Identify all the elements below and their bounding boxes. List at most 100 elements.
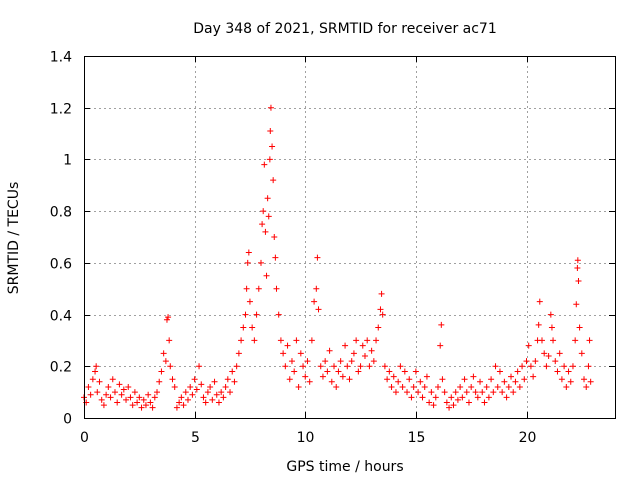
data-point (109, 376, 116, 383)
data-point (187, 383, 194, 390)
data-point (530, 373, 537, 380)
data-point (430, 402, 437, 409)
data-point (267, 104, 274, 111)
data-point (209, 396, 216, 403)
data-point (510, 389, 517, 396)
data-point (227, 389, 234, 396)
data-point (415, 389, 422, 396)
data-point (545, 352, 552, 359)
data-point (246, 298, 253, 305)
data-point (176, 399, 183, 406)
chart-title: Day 348 of 2021, SRMTID for receiver ac7… (193, 21, 497, 37)
data-point (311, 298, 318, 305)
data-point (587, 378, 594, 385)
data-point (253, 311, 260, 318)
data-point (313, 285, 320, 292)
data-point (521, 376, 528, 383)
data-point (288, 358, 295, 365)
data-point (178, 394, 185, 401)
data-point (368, 347, 375, 354)
data-point (412, 368, 419, 375)
data-point (200, 394, 207, 401)
data-point (263, 272, 270, 279)
data-point (198, 381, 205, 388)
data-point (379, 311, 386, 318)
data-point (238, 337, 245, 344)
data-point (401, 368, 408, 375)
data-point (432, 394, 439, 401)
data-point (550, 337, 557, 344)
data-point (277, 337, 284, 344)
data-point (326, 347, 333, 354)
data-point (136, 394, 143, 401)
data-point (408, 394, 415, 401)
data-point (468, 383, 475, 390)
data-point (180, 402, 187, 409)
data-point (488, 376, 495, 383)
data-point (548, 324, 555, 331)
data-point (114, 399, 121, 406)
x-tick-label: 20 (519, 430, 537, 446)
data-point (286, 376, 293, 383)
data-point (235, 350, 242, 357)
data-point (244, 259, 251, 266)
data-point (116, 381, 123, 388)
data-point (100, 402, 107, 409)
data-point (496, 368, 503, 375)
data-point (492, 363, 499, 370)
data-point (273, 285, 280, 292)
data-point (233, 363, 240, 370)
data-point (272, 254, 279, 261)
data-point (191, 376, 198, 383)
data-point (173, 404, 180, 411)
data-point (255, 285, 262, 292)
data-point (335, 368, 342, 375)
data-point (386, 368, 393, 375)
data-point (291, 368, 298, 375)
data-point (543, 363, 550, 370)
data-point (532, 358, 539, 365)
data-point (554, 368, 561, 375)
data-point (103, 391, 110, 398)
data-point (240, 324, 247, 331)
data-point (527, 363, 534, 370)
data-point (450, 402, 457, 409)
data-point (481, 399, 488, 406)
data-point (202, 399, 209, 406)
data-point (536, 298, 543, 305)
data-point (337, 358, 344, 365)
data-point (315, 306, 322, 313)
data-point (567, 378, 574, 385)
data-point (120, 386, 127, 393)
data-point (576, 324, 583, 331)
y-tick-label: 1.4 (50, 50, 72, 66)
data-point (267, 127, 274, 134)
data-point (339, 373, 346, 380)
y-tick-label: 1 (63, 153, 72, 169)
data-point (293, 337, 300, 344)
data-point (399, 383, 406, 390)
data-point (565, 368, 572, 375)
data-point (355, 368, 362, 375)
data-point (479, 389, 486, 396)
data-point (463, 389, 470, 396)
data-point (441, 389, 448, 396)
data-point (574, 265, 581, 272)
data-point (160, 350, 167, 357)
data-point (324, 368, 331, 375)
data-point (262, 228, 269, 235)
data-point (280, 350, 287, 357)
y-tick-label: 0.4 (50, 309, 72, 325)
data-point (85, 383, 92, 390)
data-point (207, 383, 214, 390)
data-point (586, 337, 593, 344)
data-point (581, 376, 588, 383)
data-point (147, 399, 154, 406)
data-point (483, 383, 490, 390)
data-point (454, 396, 461, 403)
data-point (111, 389, 118, 396)
data-point (443, 399, 450, 406)
data-point (331, 363, 338, 370)
data-point (390, 373, 397, 380)
data-point (378, 290, 385, 297)
